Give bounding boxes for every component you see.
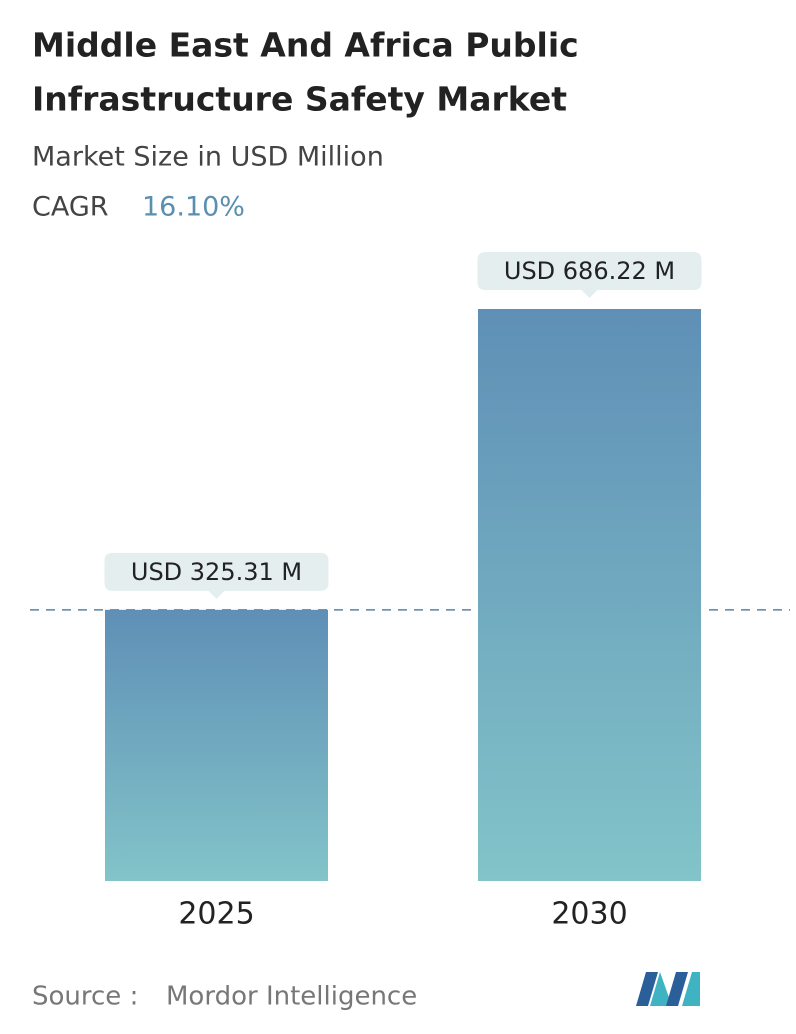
chart-subtitle: Market Size in USD Million: [32, 142, 384, 173]
chart-title: Infrastructure Safety Market: [32, 80, 567, 119]
value-label-box: [104, 552, 329, 599]
value-label-box: [477, 252, 702, 298]
value-label: USD 325.31 M: [131, 558, 302, 586]
bar: [478, 309, 701, 881]
bar: [105, 609, 328, 881]
source-value: Mordor Intelligence: [166, 982, 417, 1012]
value-label: USD 686.22 M: [504, 257, 675, 285]
chart-title: Middle East And Africa Public: [32, 26, 579, 65]
logo: [636, 972, 700, 1006]
source-label: Source :: [32, 982, 138, 1012]
x-tick-label: 2030: [551, 897, 627, 932]
x-tick-label: 2025: [178, 897, 254, 932]
cagr-label: CAGR: [32, 192, 109, 223]
cagr-value: 16.10%: [142, 192, 245, 223]
